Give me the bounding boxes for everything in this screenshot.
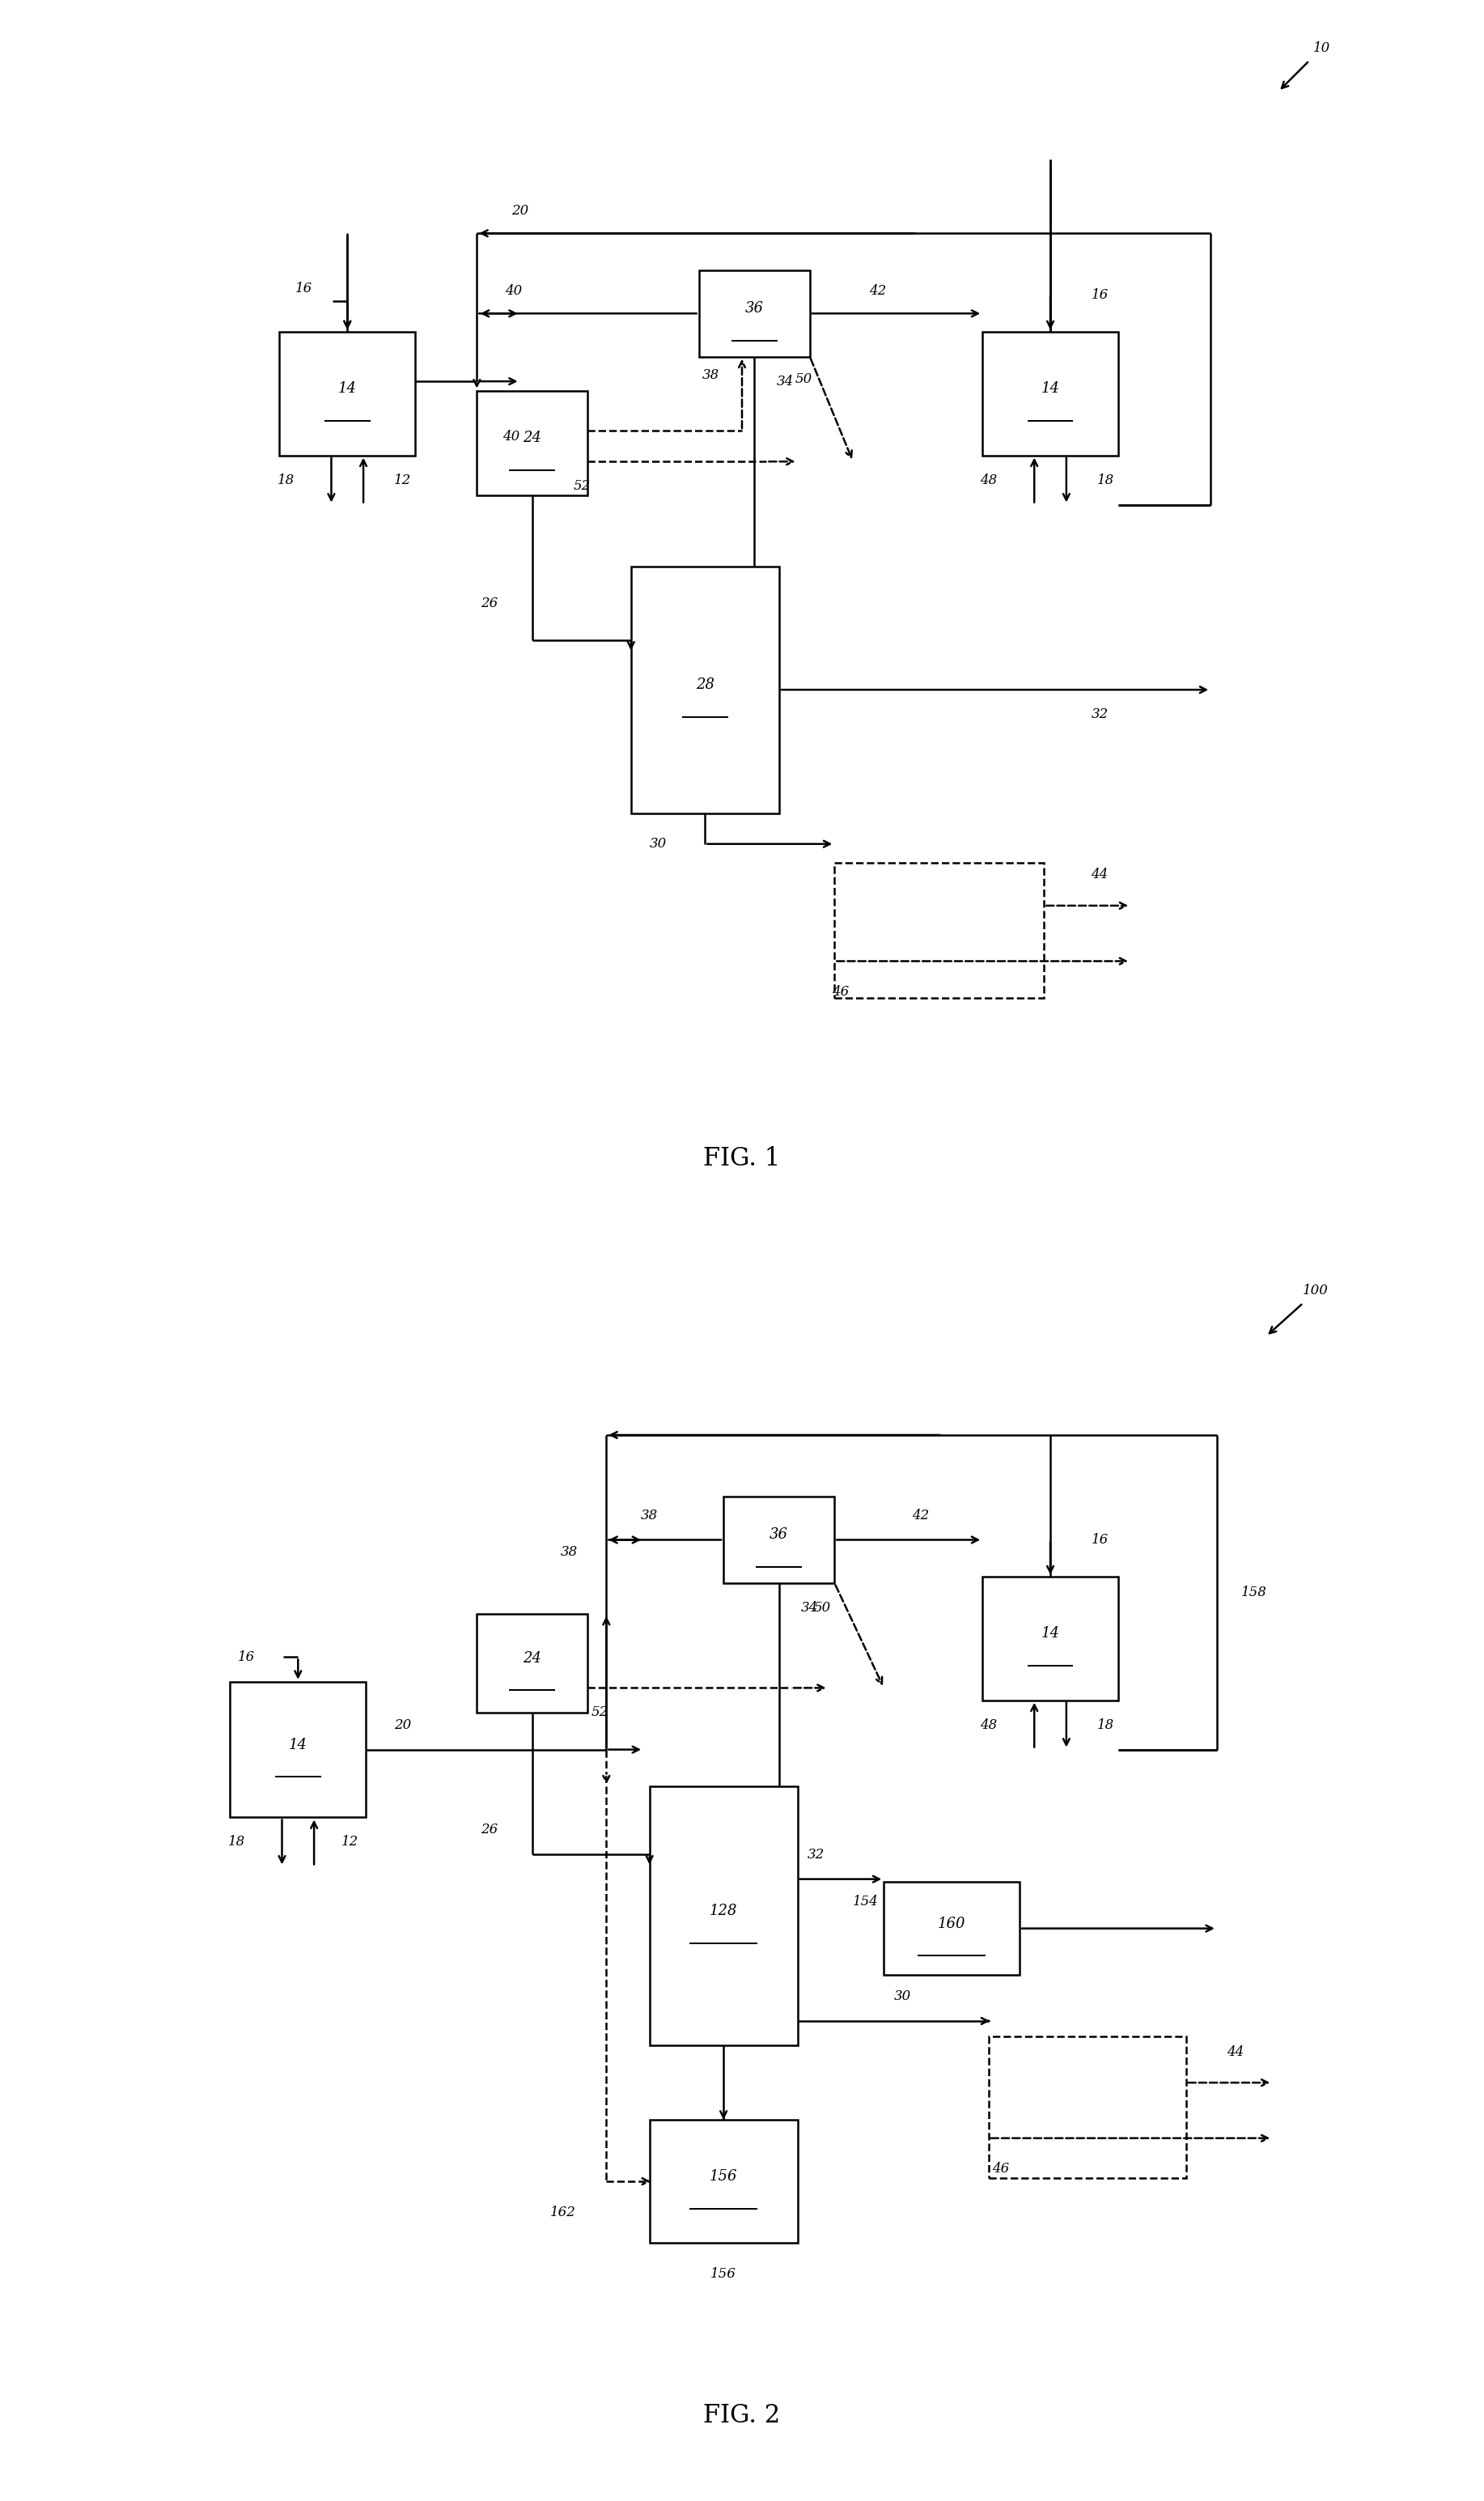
- Text: 26: 26: [481, 1823, 497, 1836]
- Bar: [699, 270, 810, 358]
- Text: 34: 34: [776, 375, 794, 388]
- Bar: [650, 1786, 797, 2046]
- Text: 44: 44: [1227, 2046, 1244, 2058]
- Text: 36: 36: [745, 300, 764, 315]
- Text: 18: 18: [1097, 473, 1114, 488]
- Text: 14: 14: [1040, 383, 1060, 395]
- Text: FIG. 1: FIG. 1: [703, 1145, 781, 1170]
- Bar: [982, 1576, 1117, 1701]
- Text: 48: 48: [979, 1718, 997, 1731]
- Text: 156: 156: [711, 2266, 736, 2281]
- Text: 38: 38: [561, 1546, 577, 1558]
- Text: 16: 16: [237, 1651, 255, 1663]
- Text: 30: 30: [893, 1988, 911, 2003]
- Text: 40: 40: [505, 285, 522, 298]
- Text: 158: 158: [1241, 1586, 1267, 1598]
- Text: 32: 32: [1091, 708, 1109, 720]
- Text: 24: 24: [522, 430, 542, 445]
- Text: 46: 46: [833, 985, 849, 998]
- Text: 156: 156: [709, 2168, 738, 2183]
- Text: 154: 154: [852, 1893, 879, 1908]
- Bar: [724, 1496, 834, 1583]
- Text: 44: 44: [1091, 868, 1109, 883]
- Bar: [476, 1613, 588, 1713]
- Text: 162: 162: [551, 2206, 576, 2218]
- Text: 34: 34: [801, 1601, 819, 1616]
- Text: 14: 14: [338, 383, 356, 395]
- Text: 20: 20: [395, 1718, 411, 1731]
- Text: 18: 18: [278, 473, 294, 488]
- Text: 38: 38: [641, 1508, 657, 1523]
- Bar: [631, 565, 779, 813]
- Text: 28: 28: [696, 678, 714, 693]
- Text: 42: 42: [870, 285, 886, 298]
- Text: 36: 36: [770, 1528, 788, 1543]
- Text: 16: 16: [1091, 1533, 1109, 1546]
- Text: 10: 10: [1313, 43, 1330, 55]
- Text: 100: 100: [1303, 1283, 1328, 1298]
- Text: 14: 14: [289, 1738, 307, 1751]
- Text: 32: 32: [807, 1848, 825, 1861]
- Text: 12: 12: [341, 1836, 359, 1848]
- Bar: [230, 1681, 367, 1818]
- Text: 50: 50: [795, 373, 812, 385]
- Bar: [834, 863, 1045, 998]
- Bar: [884, 1883, 1020, 1976]
- Text: 30: 30: [650, 838, 666, 850]
- Bar: [982, 333, 1117, 455]
- Text: 128: 128: [709, 1903, 738, 1918]
- Bar: [279, 333, 416, 455]
- Text: 52: 52: [592, 1706, 608, 1721]
- Text: 38: 38: [702, 368, 720, 383]
- Text: 18: 18: [1097, 1718, 1114, 1731]
- Text: 24: 24: [522, 1651, 542, 1666]
- Text: 52: 52: [573, 480, 591, 493]
- Text: FIG. 2: FIG. 2: [703, 2403, 781, 2428]
- Text: 18: 18: [227, 1836, 245, 1848]
- Text: 20: 20: [512, 205, 528, 218]
- Text: 14: 14: [1040, 1626, 1060, 1641]
- Bar: [988, 2036, 1186, 2178]
- Text: 12: 12: [395, 473, 411, 488]
- Text: 40: 40: [503, 430, 519, 443]
- Text: 48: 48: [979, 473, 997, 488]
- Text: 160: 160: [938, 1916, 966, 1931]
- Bar: [476, 390, 588, 495]
- Text: 16: 16: [1091, 288, 1109, 303]
- Text: 50: 50: [813, 1601, 831, 1616]
- Text: 26: 26: [481, 598, 497, 610]
- Bar: [650, 2121, 797, 2243]
- Text: 16: 16: [295, 283, 313, 295]
- Text: 46: 46: [993, 2163, 1009, 2176]
- Text: 42: 42: [913, 1508, 929, 1523]
